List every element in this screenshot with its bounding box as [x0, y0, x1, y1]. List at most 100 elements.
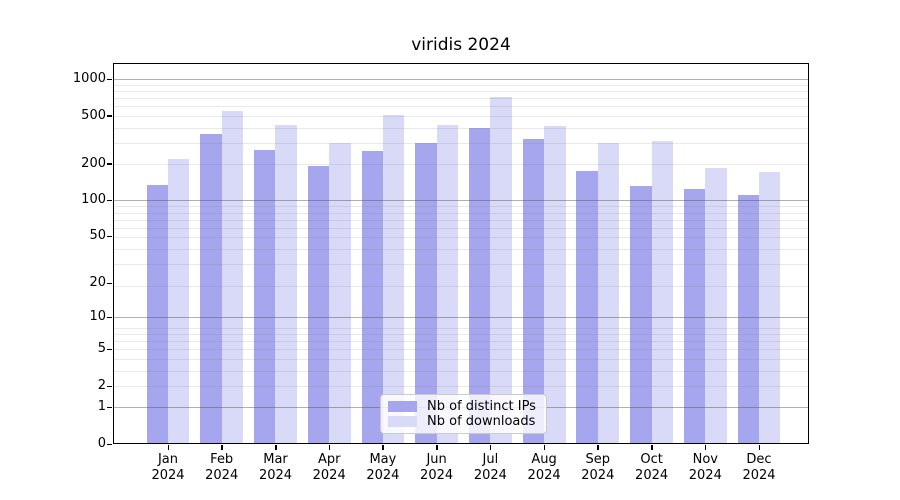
gridline-minor [113, 249, 809, 251]
x-tick-year: 2024 [258, 468, 293, 483]
gridline-minor [113, 359, 809, 360]
bar-distinct-ips-jan [146, 184, 168, 444]
y-tick-label: 2 [97, 378, 106, 393]
x-tick-mark [489, 445, 492, 450]
x-tick-year: 2024 [473, 468, 507, 483]
y-tick-label: 5 [97, 341, 106, 357]
gridline-minor [113, 264, 809, 266]
gridline-minor [113, 206, 809, 208]
y-tick-mark [107, 406, 112, 409]
bar-distinct-ips-feb [200, 134, 222, 444]
x-tick-year: 2024 [420, 468, 454, 483]
x-tick-label-aug: Aug 2024 [512, 452, 576, 484]
x-tick-label-may: May 2024 [351, 452, 415, 484]
plot-area [107, 63, 809, 450]
gridline-minor [113, 115, 809, 117]
bar-distinct-ips-may [361, 151, 383, 444]
x-tick-year: 2024 [366, 468, 400, 483]
bar-distinct-ips-oct [630, 186, 652, 444]
bar-downloads-jan [168, 158, 190, 444]
x-tick-label-sep: Sep 2024 [566, 452, 630, 484]
bar-downloads-apr [329, 143, 351, 444]
bar-downloads-aug [544, 126, 566, 444]
y-tick-label: 500 [81, 107, 106, 123]
x-tick-label-feb: Feb 2024 [190, 452, 254, 484]
x-tick-mark [328, 445, 331, 450]
bar-downloads-oct [651, 141, 673, 444]
bar-distinct-ips-dec [737, 195, 760, 444]
gridline-minor [113, 97, 809, 99]
x-tick-year: 2024 [527, 468, 561, 483]
x-tick-month: Feb [210, 452, 234, 467]
y-tick-mark [107, 348, 112, 351]
gridline-minor [113, 237, 809, 239]
x-tick-mark [382, 445, 384, 450]
x-tick-mark [436, 445, 438, 450]
x-tick-year: 2024 [581, 468, 615, 483]
x-tick-mark [704, 445, 707, 450]
x-tick-label-oct: Oct 2024 [620, 452, 684, 484]
x-tick-month: Dec [746, 452, 772, 467]
x-tick-mark [651, 445, 653, 450]
x-tick-month: Jan [157, 452, 179, 467]
y-tick-mark [107, 385, 112, 387]
x-tick-label-apr: Apr 2024 [297, 452, 361, 484]
legend-row-downloads: Nb of downloads [388, 414, 539, 429]
bar-distinct-ips-apr [307, 165, 330, 444]
gridline-minor [113, 219, 809, 221]
x-tick-month: May [369, 452, 397, 467]
x-tick-month: Mar [263, 452, 288, 467]
y-tick-mark [107, 163, 112, 165]
bar-downloads-feb [221, 110, 244, 444]
bar-distinct-ips-aug [522, 139, 545, 444]
x-tick-year: 2024 [688, 468, 722, 483]
x-tick-year: 2024 [312, 468, 346, 483]
x-tick-month: Jul [482, 452, 499, 467]
gridline-major [113, 200, 809, 202]
gridline-minor [113, 334, 809, 336]
bar-downloads-nov [705, 167, 727, 444]
gridline-minor [113, 227, 809, 229]
gridline-minor [113, 341, 809, 343]
gridline-minor [113, 127, 809, 129]
y-tick-mark [107, 443, 112, 445]
bar-downloads-dec [759, 172, 781, 444]
y-tick-label: 200 [81, 155, 106, 171]
gridline-minor [113, 370, 809, 372]
x-tick-mark [275, 445, 277, 450]
x-tick-month: Oct [640, 452, 663, 467]
x-tick-label-jun: Jun 2024 [405, 452, 469, 484]
y-tick-label: 0 [97, 436, 106, 451]
bar-downloads-may [382, 114, 405, 444]
bar-distinct-ips-nov [683, 188, 706, 444]
gridline-minor [113, 386, 809, 387]
gridline-minor [113, 212, 809, 214]
y-tick-label: 20 [89, 275, 106, 291]
gridline-minor [113, 84, 809, 86]
bar-distinct-ips-mar [254, 149, 276, 444]
x-tick-year: 2024 [742, 468, 776, 483]
y-tick-label: 50 [89, 228, 106, 244]
y-tick-label: 1000 [72, 71, 106, 86]
x-tick-month: Sep [585, 452, 611, 467]
legend-swatch-downloads [388, 416, 417, 427]
legend-label-distinct-ips: Nb of distinct IPs [427, 399, 536, 414]
x-tick-year: 2024 [205, 468, 239, 483]
chart-title: viridis 2024 [411, 35, 511, 55]
bar-downloads-mar [275, 124, 297, 444]
x-tick-month: Aug [531, 452, 557, 467]
gridline-minor [113, 164, 809, 166]
legend-label-downloads: Nb of downloads [427, 414, 536, 429]
y-tick-mark [107, 199, 112, 202]
y-tick-label: 10 [89, 309, 106, 325]
legend-row-distinct-ips: Nb of distinct IPs [388, 399, 539, 414]
gridline-major [113, 317, 809, 319]
x-tick-label-dec: Dec 2024 [727, 452, 791, 484]
bar-downloads-sep [597, 142, 620, 444]
gridline-minor [113, 106, 809, 107]
x-tick-month: Apr [317, 452, 341, 467]
x-tick-year: 2024 [635, 468, 669, 483]
y-tick-mark [107, 316, 112, 319]
x-tick-label-nov: Nov 2024 [673, 452, 737, 484]
